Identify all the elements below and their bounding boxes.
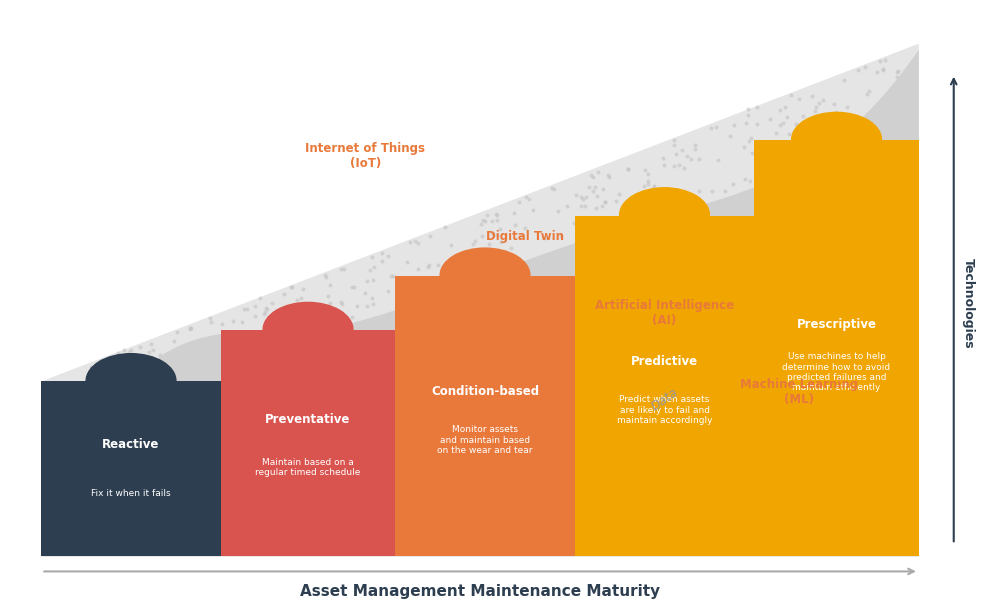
Text: Machine Learning
(ML): Machine Learning (ML): [740, 378, 858, 405]
Bar: [41, 381, 221, 556]
Circle shape: [263, 302, 353, 357]
Text: Artificial Intelligence
(AI): Artificial Intelligence (AI): [595, 299, 734, 327]
Polygon shape: [41, 44, 919, 556]
Text: Prescriptive: Prescriptive: [797, 318, 877, 331]
Text: Predictive: Predictive: [631, 355, 698, 368]
Bar: [754, 140, 919, 556]
Bar: [221, 330, 395, 556]
Circle shape: [792, 112, 881, 167]
Bar: [575, 216, 754, 556]
Circle shape: [620, 188, 709, 242]
Bar: [575, 216, 754, 556]
Text: Predict when assets
are likely to fail and
maintain accordingly: Predict when assets are likely to fail a…: [617, 395, 712, 425]
Text: Internet of Things
(IoT): Internet of Things (IoT): [305, 142, 425, 170]
Bar: [395, 276, 575, 556]
Polygon shape: [41, 50, 919, 556]
Bar: [754, 140, 919, 556]
Circle shape: [440, 248, 530, 302]
Text: Technologies: Technologies: [962, 258, 975, 348]
Text: Digital Twin: Digital Twin: [486, 230, 564, 242]
Bar: [395, 276, 575, 556]
Circle shape: [86, 354, 176, 408]
Text: Monitor assets
and maintain based
on the wear and tear: Monitor assets and maintain based on the…: [437, 425, 533, 455]
Bar: [221, 330, 395, 556]
Text: Fix it when it fails: Fix it when it fails: [91, 488, 171, 498]
Text: Use machines to help
determine how to avoid
predicted failures and
maintain effi: Use machines to help determine how to av…: [782, 352, 891, 393]
Bar: [41, 381, 221, 556]
Text: Asset Management Maintenance Maturity: Asset Management Maintenance Maturity: [300, 584, 660, 599]
Text: Maintain based on a
regular timed schedule: Maintain based on a regular timed schedu…: [255, 458, 361, 477]
Text: Reactive: Reactive: [102, 438, 160, 451]
Text: Data: Data: [649, 385, 680, 413]
Text: Condition-based: Condition-based: [431, 385, 539, 399]
Text: Preventative: Preventative: [265, 413, 351, 425]
